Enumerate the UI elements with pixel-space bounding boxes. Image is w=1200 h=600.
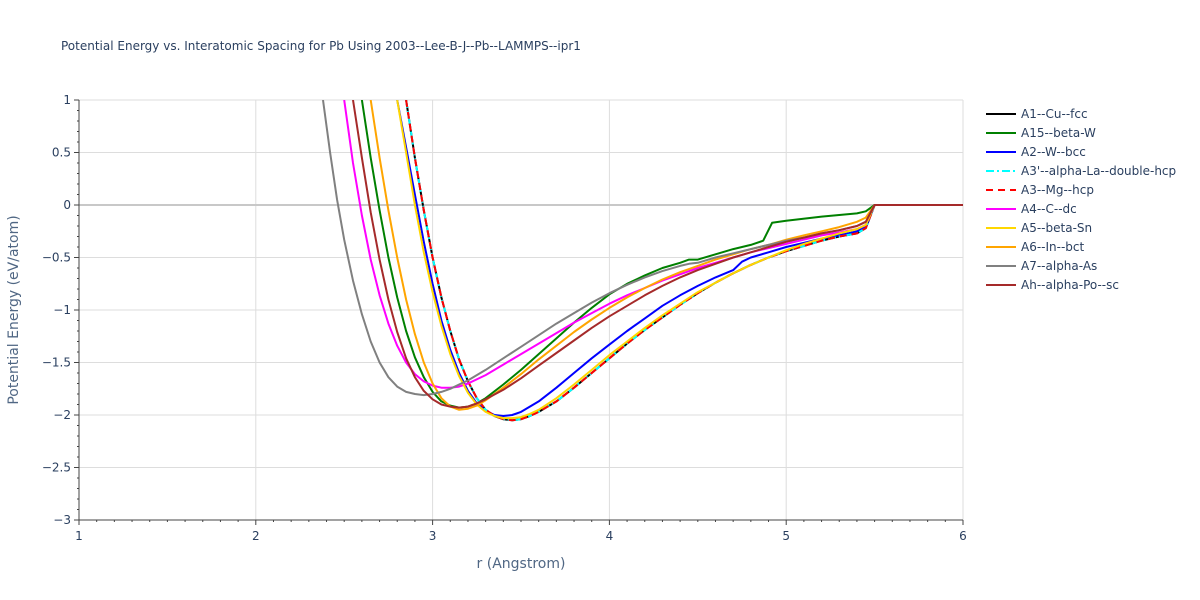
y-tick-label: −3 — [53, 513, 71, 527]
legend-label: A2--W--bcc — [1021, 145, 1086, 159]
x-tick-label: 4 — [606, 529, 614, 543]
legend-label: A1--Cu--fcc — [1021, 107, 1088, 121]
legend-label: A3--Mg--hcp — [1021, 183, 1094, 197]
legend-item[interactable]: A5--beta-Sn — [986, 221, 1092, 235]
legend-label: A6--In--bct — [1021, 240, 1085, 254]
legend-item[interactable]: A4--C--dc — [986, 202, 1077, 216]
y-tick-label: −1.5 — [42, 356, 71, 370]
legend[interactable]: A1--Cu--fcc A15--beta-W A2--W--bcc A3'--alp… — [986, 107, 1176, 292]
y-axis-title: Potential Energy (eV/atom) — [6, 215, 22, 404]
legend-item[interactable]: A6--In--bct — [986, 240, 1085, 254]
y-tick-label: 0 — [63, 198, 71, 212]
legend-item[interactable]: A3'--alpha-La--double-hcp — [986, 164, 1176, 178]
series-line-6 — [396, 100, 963, 420]
chart-title: Potential Energy vs. Interatomic Spacing… — [61, 39, 581, 53]
legend-label: Ah--alpha-Po--sc — [1021, 278, 1119, 292]
grid — [79, 99, 964, 520]
axes: 1 2 3 4 5 6 1 0.5 0 −0.5 −1 −1.5 −2 −2.5 −3 — [42, 93, 967, 543]
x-tick-label: 5 — [782, 529, 790, 543]
x-tick-label: 1 — [75, 529, 83, 543]
series-line-2 — [396, 100, 963, 417]
legend-label: A5--beta-Sn — [1021, 221, 1092, 235]
x-tick-label: 6 — [959, 529, 967, 543]
x-axis-title: r (Angstrom) — [477, 556, 566, 572]
y-tick-label: 0.5 — [52, 146, 71, 160]
y-tick-label: 1 — [63, 93, 71, 107]
legend-item[interactable]: A1--Cu--fcc — [986, 107, 1088, 121]
series-lines — [322, 100, 963, 422]
legend-label: A7--alpha-As — [1021, 259, 1097, 273]
y-tick-label: −0.5 — [42, 251, 71, 265]
y-tick-label: −2 — [53, 408, 71, 422]
legend-item[interactable]: A3--Mg--hcp — [986, 183, 1094, 197]
legend-label: A15--beta-W — [1021, 126, 1096, 140]
legend-label: A4--C--dc — [1021, 202, 1077, 216]
series-line-7 — [369, 100, 963, 411]
x-tick-label: 2 — [252, 529, 260, 543]
legend-item[interactable]: A15--beta-W — [986, 126, 1096, 140]
x-tick-label: 3 — [429, 529, 437, 543]
series-line-8 — [322, 100, 963, 397]
legend-item[interactable]: Ah--alpha-Po--sc — [986, 278, 1119, 292]
legend-item[interactable]: A2--W--bcc — [986, 145, 1086, 159]
series-line-5 — [343, 100, 963, 389]
y-tick-label: −1 — [53, 303, 71, 317]
series-line-9 — [352, 100, 963, 409]
legend-item[interactable]: A7--alpha-As — [986, 259, 1097, 273]
y-tick-label: −2.5 — [42, 461, 71, 475]
series-line-3 — [405, 100, 963, 422]
legend-label: A3'--alpha-La--double-hcp — [1021, 164, 1176, 178]
series-line-4 — [405, 100, 963, 422]
